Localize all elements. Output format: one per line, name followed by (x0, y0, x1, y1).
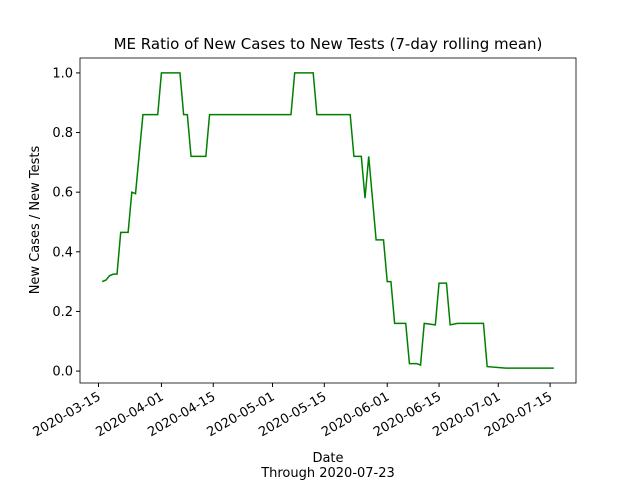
note: Through 2020-07-23 (260, 466, 395, 480)
y-tick-label: 0.4 (52, 245, 73, 260)
chart-title: ME Ratio of New Cases to New Tests (7-da… (114, 35, 543, 53)
y-axis-label: New Cases / New Tests (28, 145, 43, 294)
y-tick-label: 1.0 (52, 66, 73, 81)
plot-frame (79, 57, 577, 384)
y-tick-label: 0.8 (52, 126, 73, 141)
data-line (101, 72, 554, 369)
y-tick-label: 0.6 (52, 186, 73, 201)
x-axis-label: Date (312, 451, 343, 466)
y-tick-label: 0.2 (52, 305, 73, 320)
x-tick-label: 2020-03-15 (31, 389, 104, 440)
y-tick-label: 0.0 (52, 365, 73, 380)
